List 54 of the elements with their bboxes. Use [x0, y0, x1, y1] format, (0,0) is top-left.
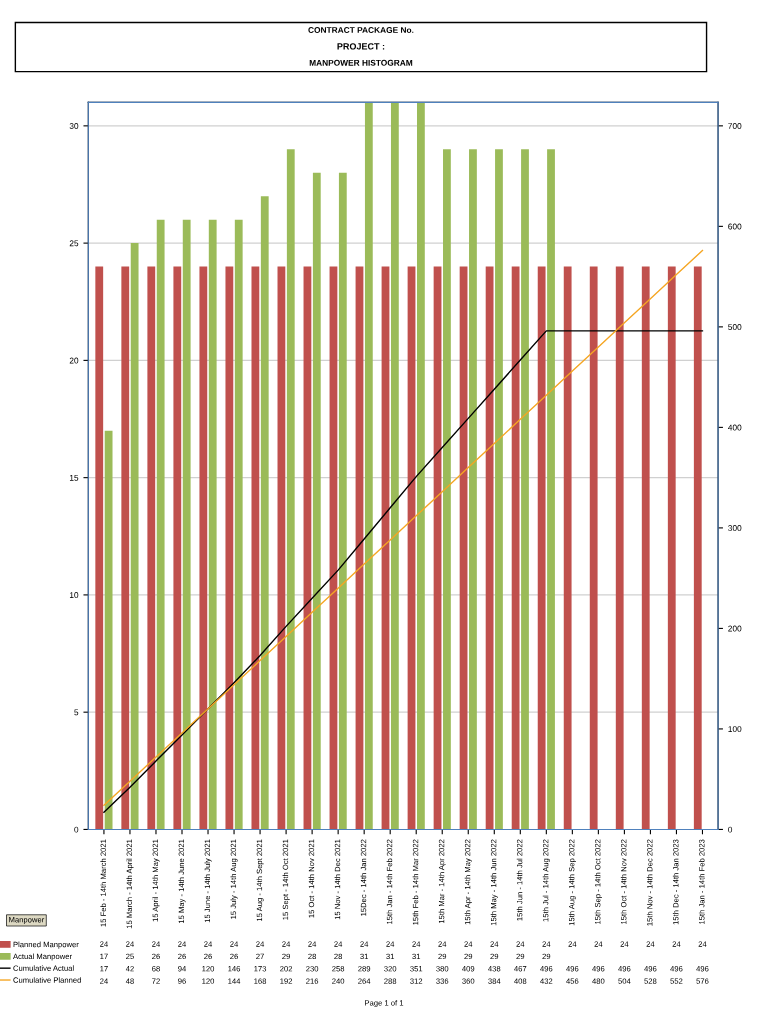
y-tick-label: 25	[69, 240, 79, 247]
y2-tick-label: 300	[728, 525, 742, 531]
bar	[147, 266, 156, 830]
bar	[260, 196, 269, 830]
chart-title: CONTRACT PACKAGE No.	[308, 27, 414, 33]
bar	[286, 149, 295, 830]
bar	[156, 219, 165, 830]
bar	[547, 149, 555, 830]
bar	[511, 266, 520, 830]
bar	[469, 149, 477, 830]
y-tick-label: 0	[74, 826, 79, 833]
y2-tick-label: 0	[728, 826, 733, 833]
bar	[521, 149, 529, 830]
bar	[537, 266, 546, 830]
bar	[416, 102, 425, 830]
bar	[199, 266, 208, 830]
bar	[312, 172, 321, 830]
bar	[208, 219, 217, 830]
bar	[667, 266, 676, 830]
bar	[615, 266, 624, 830]
bar	[234, 219, 243, 830]
y-tick-label: 15	[69, 474, 79, 481]
y-tick-label: 10	[69, 592, 79, 599]
bar	[130, 243, 139, 830]
y2-tick-label: 400	[727, 424, 742, 431]
bar	[443, 149, 451, 830]
y2-tick-label: 200	[728, 625, 742, 632]
bar	[364, 102, 373, 830]
bar	[95, 266, 104, 830]
bar	[589, 266, 598, 830]
y2-tick-label: 100	[728, 726, 742, 733]
y2-tick-label: 500	[728, 324, 742, 330]
bar	[495, 149, 503, 830]
bar	[693, 266, 702, 830]
bar	[338, 172, 347, 830]
bar	[182, 219, 191, 830]
line-series	[103, 330, 704, 814]
bar	[641, 266, 650, 830]
bar	[121, 266, 130, 830]
bar	[390, 102, 399, 830]
y-tick-label: 30	[69, 123, 79, 129]
y-tick-label: 5	[74, 709, 79, 716]
line-series	[103, 249, 704, 807]
y2-tick-label: 700	[728, 123, 742, 129]
y2-tick-label: 600	[728, 223, 742, 230]
chart-subtitle: PROJECT :	[337, 43, 385, 50]
bar	[104, 430, 113, 830]
bar	[485, 266, 494, 830]
bar	[225, 266, 234, 830]
y-tick-label: 20	[69, 357, 79, 364]
bar	[173, 266, 182, 830]
bar	[251, 266, 260, 830]
text: MANPOWER HISTOGRAM	[309, 59, 413, 66]
bar	[563, 266, 572, 830]
